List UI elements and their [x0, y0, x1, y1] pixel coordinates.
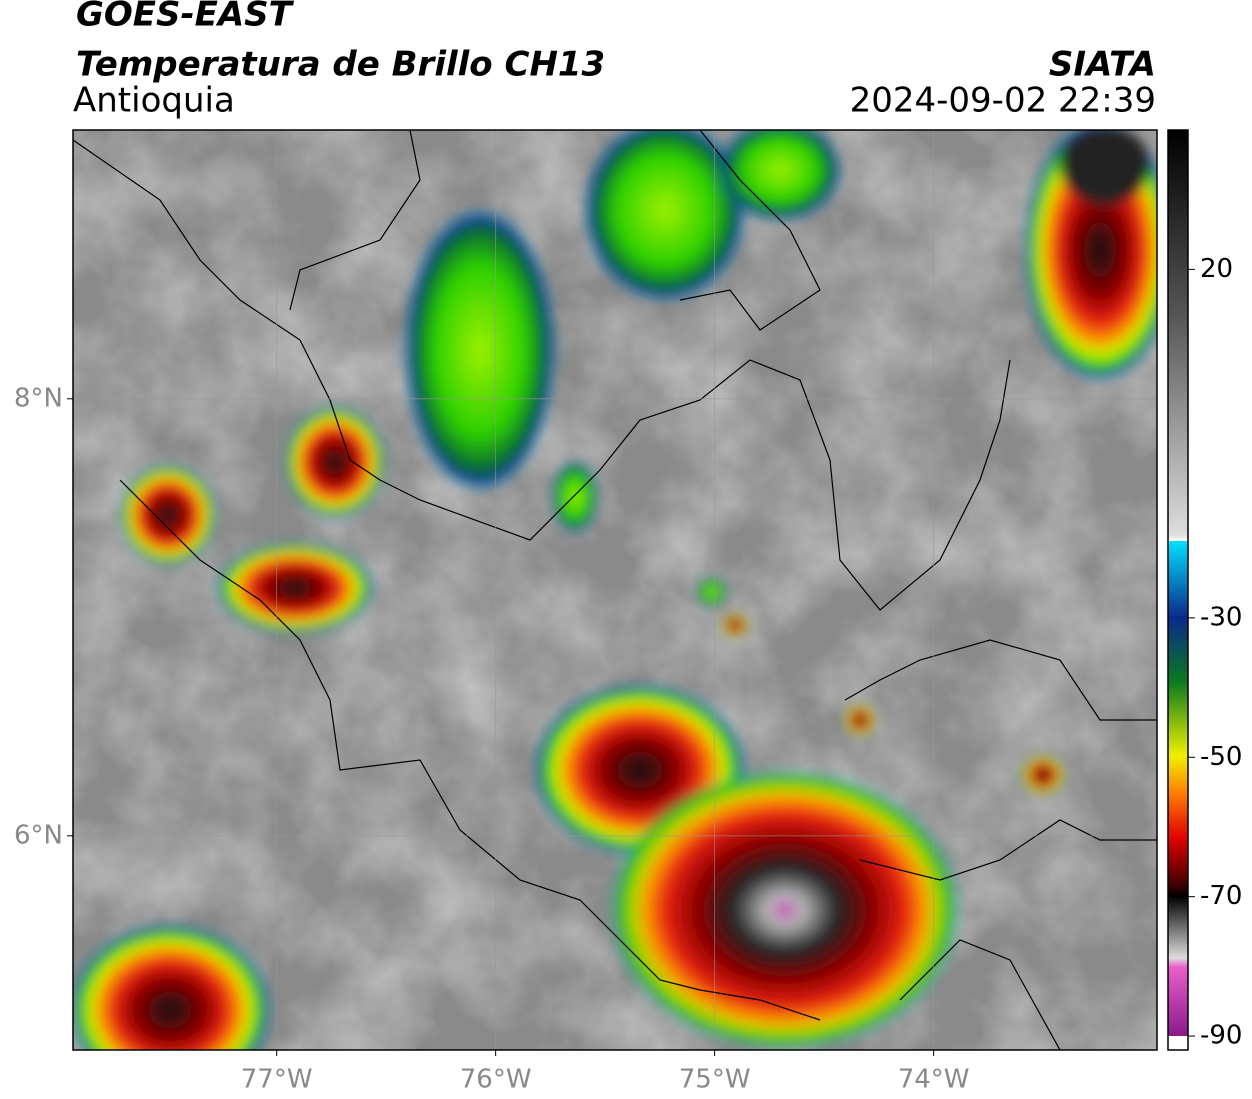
map-frame	[72, 129, 1158, 1051]
source: SIATA	[1049, 45, 1156, 85]
x-tick-label: 75°W	[679, 1065, 751, 1095]
colorbar-tick-label: -90	[1200, 1021, 1242, 1051]
region: Antioquia	[73, 81, 235, 121]
colorbar-tick-label: 20	[1200, 254, 1233, 284]
subtitle: Temperatura de Brillo CH13	[76, 45, 605, 85]
map-image	[73, 130, 1157, 1050]
colorbar-tick-label: -30	[1200, 602, 1242, 632]
x-tick-label: 76°W	[460, 1065, 532, 1095]
colorbar-tick-label: -50	[1200, 742, 1242, 772]
datetime: 2024-09-02 22:39	[850, 81, 1156, 121]
colorbar	[1167, 129, 1189, 1051]
y-tick-label: 8°N	[14, 383, 63, 413]
colorbar-tick-label: -70	[1200, 881, 1242, 911]
x-tick-label: 74°W	[898, 1065, 970, 1095]
x-tick-label: 77°W	[241, 1065, 313, 1095]
title: GOES-EAST	[76, 0, 295, 35]
graticule	[73, 130, 1157, 1050]
y-tick-label: 6°N	[14, 820, 63, 850]
